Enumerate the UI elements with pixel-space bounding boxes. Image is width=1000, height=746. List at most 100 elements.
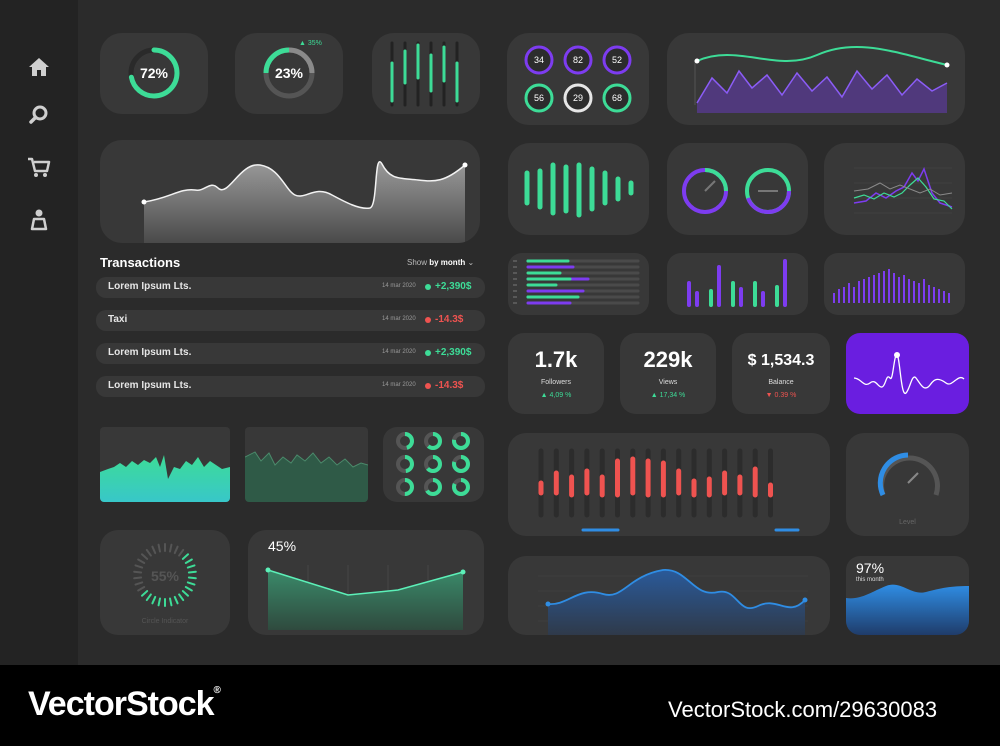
period-label: by month xyxy=(429,258,466,267)
donut-fill xyxy=(424,455,442,473)
stat-label: Balance xyxy=(768,379,794,386)
brand-name: VectorStock xyxy=(28,685,215,723)
transaction-row[interactable]: Lorem Ipsum Lts. 14 mar 2020 -14.3$ xyxy=(96,376,485,397)
progress-ring-card: 72% xyxy=(100,33,208,114)
progress-ring xyxy=(128,47,180,99)
tick xyxy=(168,597,173,607)
stat-change: ▲ 4,09 % xyxy=(540,392,572,399)
stat-card-followers: 1.7k Followers ▲ 4,09 % xyxy=(508,333,604,414)
footer: VectorStock® VectorStock.com/29630083 xyxy=(0,665,1000,746)
tick xyxy=(157,543,162,553)
donut-grid-card xyxy=(383,427,484,502)
transaction-row[interactable]: Lorem Ipsum Lts. 14 mar 2020 +2,390$ xyxy=(96,343,485,364)
mini-ring-value: 34 xyxy=(533,55,544,65)
gauge-card: Level xyxy=(846,433,969,536)
donut-fill xyxy=(424,478,442,496)
transaction-amount: -14.3$ xyxy=(435,314,464,325)
mini-ring-value: 56 xyxy=(533,93,544,103)
mixed-bars-card xyxy=(667,253,808,315)
thin-bars xyxy=(833,269,950,303)
show-label: Show xyxy=(407,258,428,267)
blue-wave-card xyxy=(508,556,830,635)
status-dot xyxy=(425,284,431,290)
dual-rings xyxy=(682,168,791,215)
tick xyxy=(181,590,190,597)
transaction-date: 14 mar 2020 xyxy=(382,316,416,322)
tick xyxy=(157,597,162,607)
green-area-chart xyxy=(100,455,230,502)
tick xyxy=(151,595,157,605)
mini-ring-value: 52 xyxy=(611,55,622,65)
donut-grid xyxy=(396,432,470,496)
horizontal-bars-card xyxy=(508,253,649,315)
ring-value: 72% xyxy=(139,65,169,81)
donut-fill xyxy=(452,432,470,450)
tick xyxy=(178,593,185,602)
area-chart xyxy=(141,161,468,243)
multi-line-card xyxy=(824,143,965,235)
tick xyxy=(187,576,197,580)
tick xyxy=(184,558,193,564)
tick xyxy=(133,570,143,574)
progress-ring-2 xyxy=(263,47,315,99)
user-icon[interactable] xyxy=(26,207,52,233)
tick xyxy=(151,545,157,555)
tick xyxy=(140,553,149,560)
gauge xyxy=(877,452,940,497)
red-bars xyxy=(538,448,800,532)
transaction-name: Lorem Ipsum Lts. xyxy=(108,347,192,358)
green-area-card xyxy=(100,427,230,502)
monthly-value: 97% xyxy=(856,560,885,576)
donut-fill xyxy=(396,432,414,450)
blue-wave-chart xyxy=(538,569,808,635)
tick xyxy=(186,581,196,586)
home-icon[interactable] xyxy=(26,54,52,80)
line-chart xyxy=(265,565,466,630)
donut-fill xyxy=(396,478,414,496)
transaction-date: 14 mar 2020 xyxy=(382,349,416,355)
brand-logo: VectorStock® xyxy=(28,685,221,724)
tick xyxy=(173,595,179,605)
stat-change: ▼ 0.39 % xyxy=(765,392,797,399)
tick xyxy=(173,545,179,555)
donut-fill xyxy=(396,455,414,473)
tick xyxy=(134,564,144,569)
monthly-area-card: 97% this month xyxy=(846,556,969,635)
mini-ring-value: 82 xyxy=(572,55,583,65)
pulse-card xyxy=(846,333,969,414)
transaction-name: Lorem Ipsum Lts. xyxy=(108,281,192,292)
tick xyxy=(145,548,152,557)
period-filter[interactable]: Show by month ⌄ xyxy=(407,258,474,267)
status-dot xyxy=(425,383,431,389)
area-chart-card xyxy=(100,140,480,243)
thin-bars-card xyxy=(824,253,965,315)
slider-bars-card xyxy=(372,33,480,114)
source-url: VectorStock.com/29630083 xyxy=(668,697,938,722)
stat-card-views: 229k Views ▲ 17,34 % xyxy=(620,333,716,414)
stat-value: 1.7k xyxy=(534,347,578,372)
indicator-label: Circle Indicator xyxy=(141,618,189,625)
tick-ring xyxy=(133,543,197,607)
ring-value-2: 23% xyxy=(274,65,304,81)
donut-fill xyxy=(424,432,442,450)
pulse-chart xyxy=(853,352,965,394)
transaction-row[interactable]: Taxi 14 mar 2020 -14.3$ xyxy=(96,310,485,331)
transaction-name: Lorem Ipsum Lts. xyxy=(108,380,192,391)
transaction-row[interactable]: Lorem Ipsum Lts. 14 mar 2020 +2,390$ xyxy=(96,277,485,298)
cart-icon[interactable] xyxy=(26,154,52,180)
dark-area-chart xyxy=(245,451,368,502)
status-dot xyxy=(425,317,431,323)
mini-ring-value: 29 xyxy=(572,93,583,103)
green-bars xyxy=(524,162,634,218)
donut-fill xyxy=(452,455,470,473)
indicator-value: 55% xyxy=(150,568,180,584)
monthly-label: this month xyxy=(856,577,884,583)
tick xyxy=(181,553,190,560)
multi-line-chart xyxy=(853,167,953,214)
tick xyxy=(145,593,152,602)
gauge-label: Level xyxy=(899,519,916,526)
stat-value: $ 1,534.3 xyxy=(747,352,815,369)
ring-change: ▲ 35% xyxy=(299,40,322,47)
search-icon[interactable] xyxy=(26,102,52,128)
stat-change: ▲ 17,34 % xyxy=(650,392,686,399)
